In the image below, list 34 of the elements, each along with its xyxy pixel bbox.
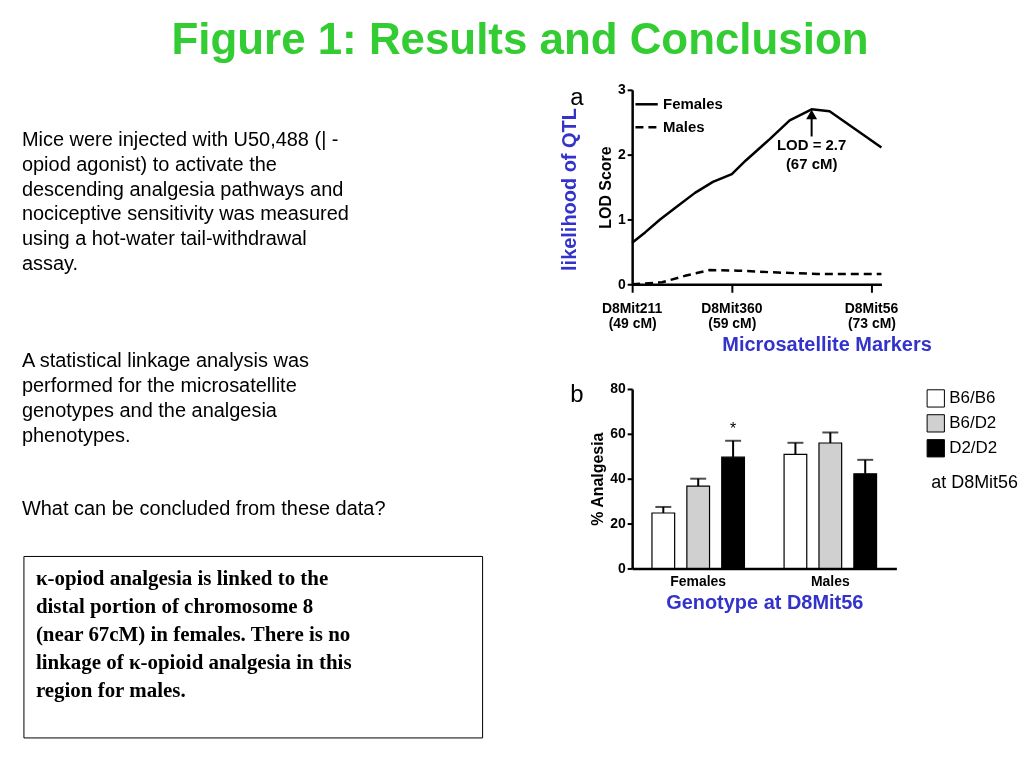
text: κ-opiod analgesia is linked to the distal portion of chromosome 8 (near 67cM) in females. There is no linkage of κ-opioid analgesia in this region for males. [35, 566, 352, 703]
annotation: LOD = 2.7 (67 cM) [776, 136, 847, 173]
y-tick-label: 1 [617, 210, 626, 227]
x-tick-label: (73 cM) [847, 314, 896, 331]
legend-label: Females [663, 95, 723, 113]
text: D8Mit56 [844, 300, 899, 317]
y-tick-label: 60 [610, 425, 626, 442]
legend-label: D2/D2 [949, 438, 998, 458]
x-tick-label: (49 cM) [608, 314, 657, 331]
y-tick-label: 20 [610, 515, 626, 532]
text: Mice were injected with U50,488 (| - opiod agonist) to activate the descending analgesia pathways and nociceptive sensitivity was measured using a hot-water tail-withdrawal assay. [21, 127, 349, 275]
x-axis-title: Genotype at D8Mit56 [666, 590, 864, 613]
legend-label: B6/B6 [949, 388, 996, 408]
text: likelihood of QTL [558, 108, 581, 271]
annotation: * [730, 419, 737, 437]
text: D8Mit211 [601, 300, 663, 317]
y-tick-label: 0 [617, 559, 626, 576]
text: Figure 1: Results and Conclusion [171, 13, 869, 63]
y-tick-label: 2 [617, 146, 626, 163]
y-tick-label: 80 [610, 380, 626, 397]
y-tick-label: 0 [617, 275, 626, 292]
text: at D8Mit56 [931, 471, 1019, 492]
text: D8Mit360 [701, 300, 763, 317]
text: b [570, 379, 584, 407]
y-axis-title: % Analgesia [589, 432, 607, 526]
y-axis-title: LOD Score [596, 146, 614, 229]
legend-label: Males [663, 118, 705, 136]
text: What can be concluded from these data? [21, 496, 386, 519]
x-tick-label: (59 cM) [708, 314, 757, 331]
text: A statistical linkage analysis was performed for the microsatellite genotypes and the analgesia phenotypes. [21, 349, 309, 446]
legend-label: B6/D2 [949, 413, 997, 433]
y-tick-label: 40 [610, 470, 626, 487]
x-axis-title: Microsatellite Markers [722, 332, 932, 355]
y-tick-label: 3 [617, 81, 626, 98]
